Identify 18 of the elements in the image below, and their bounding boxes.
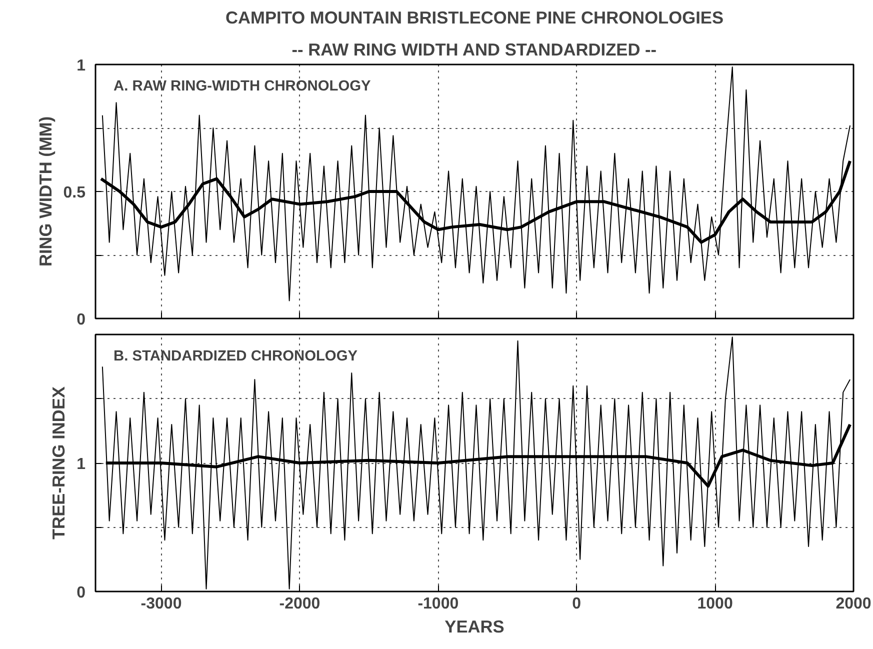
y-tick-label: 1	[76, 58, 86, 74]
annotation: A. RAW RING-WIDTH CHRONOLOGY	[114, 78, 372, 94]
x-axis-title: YEARS	[444, 616, 504, 636]
x-tick-label: -3000	[140, 596, 182, 612]
annotation: B. STANDARDIZED CHRONOLOGY	[114, 348, 358, 364]
x-tick-label: -2000	[279, 596, 320, 612]
y-axis-title: RING WIDTH (MM)	[35, 116, 56, 267]
x-tick-label: 1000	[697, 596, 733, 612]
x-tick-label: 0	[572, 596, 582, 612]
x-tick-label: -1000	[418, 596, 459, 612]
y-tick-label: 0.5	[63, 184, 86, 202]
x-tick-label: 2000	[836, 596, 872, 612]
y-tick-label: 0	[76, 312, 86, 328]
y-tick-label: 0	[76, 584, 86, 602]
chart-title: CAMPITO MOUNTAIN BRISTLECONE PINE CHRONOLOGIES	[225, 8, 724, 28]
y-tick-label: 1	[76, 456, 86, 473]
y-axis-title: TREE-RING INDEX	[48, 386, 69, 540]
chart-subtitle: -- RAW RING WIDTH AND STANDARDIZED --	[292, 40, 657, 60]
